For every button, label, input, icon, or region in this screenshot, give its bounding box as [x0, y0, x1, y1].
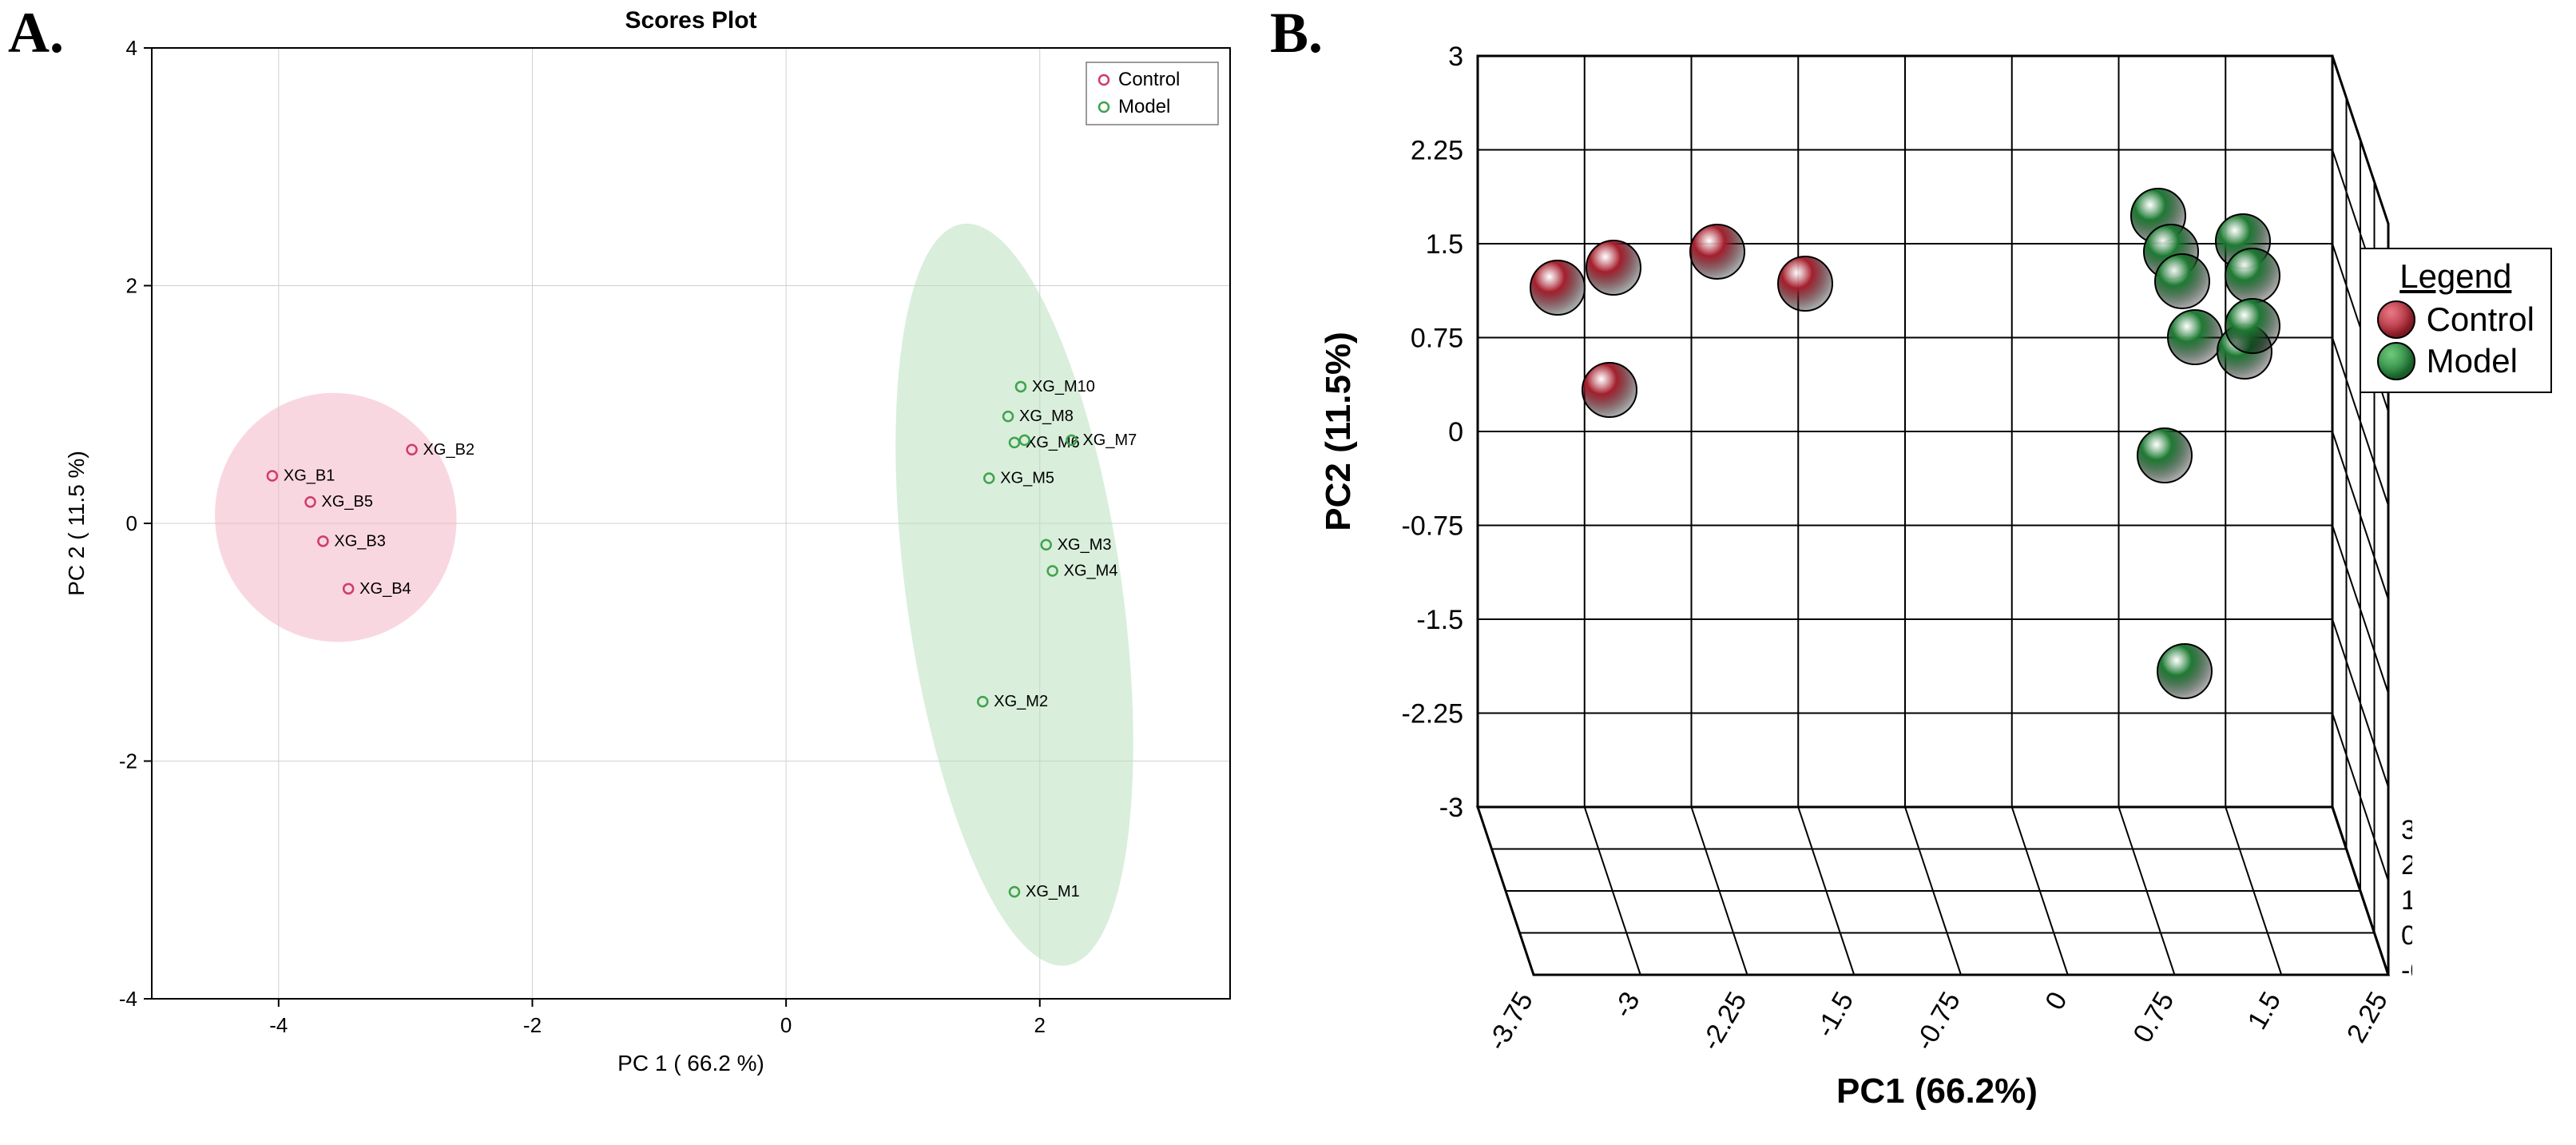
scores-plot-2d: -4 -2 0 2 -4 -2 0 2 4 PC 1 ( 66.2 %) PC 2 ( 11.5 %… — [48, 0, 1262, 1103]
svg-text:XG_B1: XG_B1 — [284, 467, 335, 485]
svg-text:0: 0 — [1448, 417, 1463, 447]
svg-text:-1.5: -1.5 — [1810, 987, 1860, 1043]
legend-item-control: Control — [2377, 300, 2534, 339]
svg-text:3: 3 — [1448, 42, 1463, 72]
svg-text:2.5: 2.5 — [2401, 850, 2412, 881]
legend-swatch-model — [2377, 342, 2415, 380]
svg-text:-1.5: -1.5 — [1416, 605, 1463, 635]
svg-text:2.25: 2.25 — [2341, 987, 2394, 1048]
figure-container: A. -4-202-4-2024PC 1 ( 66.2 %)PC 2 ( 11.… — [0, 0, 2576, 1145]
svg-text:XG_M10: XG_M10 — [1032, 378, 1095, 396]
svg-text:0: 0 — [2039, 987, 2073, 1015]
svg-text:0: 0 — [126, 511, 137, 535]
legend-3d: Legend Control Model — [2360, 248, 2552, 393]
svg-text:4: 4 — [126, 36, 137, 60]
svg-text:0: 0 — [780, 1013, 792, 1037]
svg-text:0.75: 0.75 — [2127, 987, 2180, 1048]
svg-text:3.5: 3.5 — [2401, 815, 2412, 845]
svg-text:XG_M4: XG_M4 — [1064, 563, 1118, 580]
svg-text:XG_B4: XG_B4 — [359, 580, 411, 598]
svg-text:XG_B3: XG_B3 — [334, 532, 385, 550]
svg-text:Scores Plot: Scores Plot — [625, 7, 756, 34]
panel-a: A. -4-202-4-2024PC 1 ( 66.2 %)PC 2 ( 11.… — [0, 0, 1262, 1145]
svg-text:XG_M5: XG_M5 — [1000, 469, 1054, 487]
svg-text:XG_B2: XG_B2 — [423, 441, 474, 459]
svg-text:-3: -3 — [1439, 793, 1463, 823]
svg-text:-3.75: -3.75 — [1482, 987, 1539, 1056]
scores-plot-3d: -3 -2.25 -1.5 -0.75 0 0.75 1.5 2.25 3 -3.75 -3 -2.2… — [1294, 8, 2412, 1111]
svg-text:-0.75: -0.75 — [1909, 987, 1967, 1056]
legend-swatch-control — [2377, 300, 2415, 339]
legend-title: Legend — [2377, 257, 2534, 296]
svg-text:2.25: 2.25 — [1411, 136, 1463, 166]
svg-text:-2.25: -2.25 — [1696, 987, 1753, 1056]
svg-text:XG_M3: XG_M3 — [1058, 536, 1112, 554]
svg-text:XG_B5: XG_B5 — [322, 493, 373, 511]
svg-text:-2: -2 — [119, 749, 137, 773]
svg-text:1.5: 1.5 — [2242, 987, 2288, 1035]
svg-text:-4: -4 — [269, 1013, 288, 1037]
panel-b: B. -3-2.25-1.5-0.7500.751.52.253-3.75-3-… — [1262, 0, 2576, 1145]
svg-text:-0.75: -0.75 — [1402, 511, 1464, 542]
svg-text:XG_M8: XG_M8 — [1019, 408, 1074, 425]
svg-text:1.5: 1.5 — [2401, 885, 2412, 916]
svg-text:PC1 (66.2%): PC1 (66.2%) — [1836, 1071, 2038, 1111]
svg-text:Control: Control — [1118, 69, 1180, 90]
svg-text:-0.5: -0.5 — [2401, 956, 2412, 986]
svg-text:2: 2 — [1034, 1013, 1046, 1037]
svg-text:Model: Model — [1118, 96, 1170, 117]
svg-text:-2: -2 — [523, 1013, 542, 1037]
legend-label-control: Control — [2427, 300, 2534, 339]
svg-text:PC2 (11.5%): PC2 (11.5%) — [1319, 332, 1358, 531]
svg-text:0.75: 0.75 — [1411, 324, 1463, 354]
svg-text:XG_M6: XG_M6 — [1026, 434, 1080, 451]
svg-text:-3: -3 — [1608, 987, 1646, 1023]
svg-text:XG_M2: XG_M2 — [994, 693, 1048, 710]
svg-text:2: 2 — [126, 274, 137, 298]
legend-label-model: Model — [2427, 342, 2518, 380]
svg-text:PC 1 ( 66.2 %): PC 1 ( 66.2 %) — [617, 1051, 764, 1075]
svg-text:XG_M7: XG_M7 — [1082, 431, 1137, 449]
svg-text:0.5: 0.5 — [2401, 920, 2412, 951]
svg-text:-4: -4 — [119, 987, 137, 1011]
svg-text:-2.25: -2.25 — [1402, 699, 1464, 730]
legend-item-model: Model — [2377, 342, 2534, 380]
svg-text:PC 2 ( 11.5 %): PC 2 ( 11.5 %) — [64, 451, 89, 596]
svg-text:XG_M1: XG_M1 — [1026, 883, 1080, 900]
svg-text:1.5: 1.5 — [1426, 229, 1463, 260]
